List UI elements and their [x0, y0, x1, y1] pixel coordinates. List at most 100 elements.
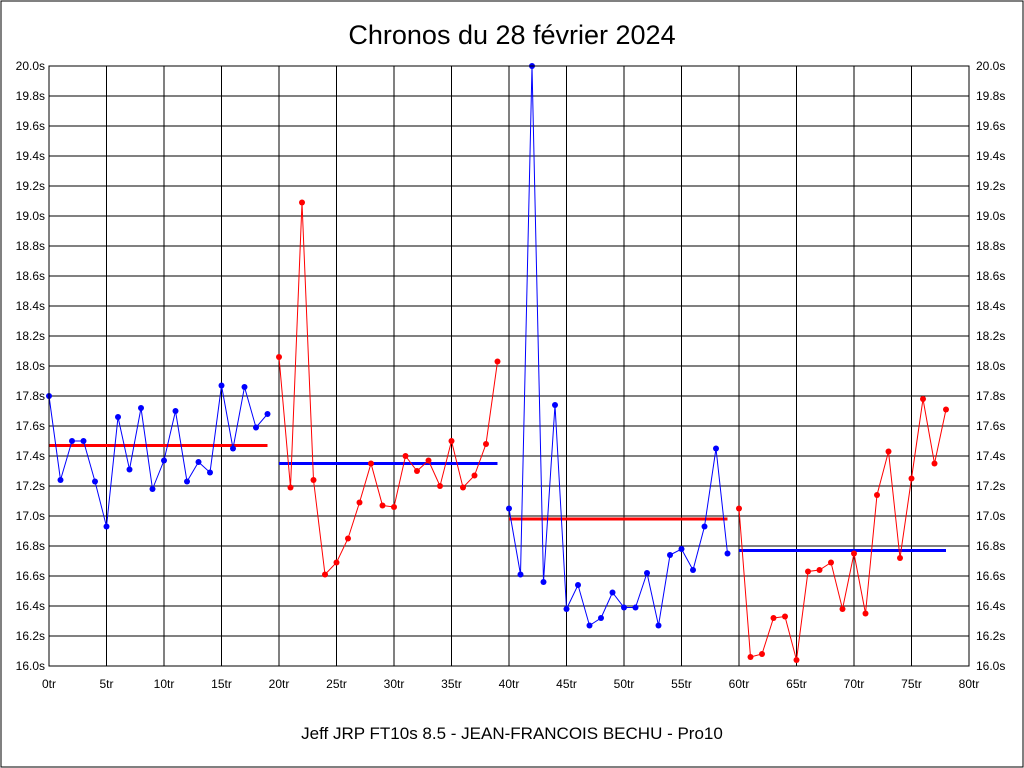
y-tick-label-right: 19.0s [976, 209, 1005, 223]
plot-frame [48, 65, 970, 667]
data-point [655, 622, 662, 629]
y-tick-label-right: 17.4s [976, 449, 1005, 463]
data-point [621, 604, 627, 611]
data-point [253, 424, 259, 431]
y-tick-label-right: 17.2s [976, 479, 1005, 493]
series [46, 63, 949, 663]
x-tick-label: 20tr [269, 677, 290, 691]
chart-subtitle: Jeff JRP FT10s 8.5 - JEAN-FRANCOIS BECHU… [301, 724, 723, 743]
y-tick-label-right: 18.2s [976, 329, 1005, 343]
y-tick-label-left: 18.4s [16, 299, 45, 313]
y-tick-label-right: 17.6s [976, 419, 1005, 433]
y-tick-label-left: 19.0s [16, 209, 45, 223]
y-tick-label-right: 19.8s [976, 89, 1005, 103]
data-point [920, 396, 926, 402]
data-point [897, 555, 903, 561]
data-point [759, 651, 765, 657]
data-point [138, 405, 144, 411]
x-tick-label: 5tr [99, 677, 113, 691]
data-point [805, 568, 811, 575]
y-tick-label-right: 16.8s [976, 539, 1005, 553]
x-tick-label: 65tr [786, 677, 807, 691]
y-tick-label-left: 16.0s [16, 659, 45, 673]
data-point [540, 579, 547, 585]
data-point [287, 484, 294, 491]
data-point [506, 505, 512, 512]
data-point [218, 382, 225, 389]
data-point [494, 358, 501, 365]
data-point [460, 484, 466, 491]
data-point [701, 523, 708, 530]
y-tick-label-right: 17.0s [976, 509, 1005, 523]
data-point [471, 472, 478, 479]
y-tick-label-left: 16.4s [16, 599, 45, 613]
y-tick-label-left: 18.0s [16, 359, 45, 373]
grid [48, 65, 970, 667]
data-point [828, 559, 834, 566]
data-point [276, 354, 282, 360]
y-tick-label-left: 17.0s [16, 509, 45, 523]
x-tick-label: 75tr [901, 677, 922, 691]
data-point [747, 654, 754, 660]
data-point [552, 402, 558, 408]
data-point [448, 438, 455, 444]
data-point [724, 550, 731, 557]
series-line [278, 202, 498, 576]
data-point [379, 502, 386, 509]
y-tick-label-left: 19.4s [16, 149, 45, 163]
x-tick-label: 25tr [326, 677, 347, 691]
y-tick-label-right: 19.4s [976, 149, 1005, 163]
tick-labels: 16.0s 16.0s 16.2s 16.2s 16.4s 16.4s 16.6s 16.6s… [16, 59, 1006, 691]
data-point [103, 523, 110, 530]
data-point [667, 552, 673, 558]
x-tick-label: 45tr [556, 677, 577, 691]
y-tick-label-right: 16.6s [976, 569, 1005, 583]
data-point [184, 478, 190, 485]
data-point [207, 469, 213, 476]
series-line [508, 65, 728, 627]
y-tick-label-right: 16.0s [976, 659, 1005, 673]
data-point [517, 571, 524, 578]
data-point [931, 460, 938, 467]
data-point [149, 486, 156, 492]
y-tick-label-right: 18.8s [976, 239, 1005, 253]
data-point [69, 438, 75, 444]
data-point [414, 468, 420, 474]
data-point [713, 445, 719, 452]
data-point [368, 460, 374, 467]
data-point [241, 384, 248, 390]
data-point [816, 567, 823, 573]
data-point [839, 606, 846, 612]
data-point [264, 411, 271, 417]
y-tick-label-left: 17.6s [16, 419, 45, 433]
data-point [299, 199, 305, 206]
data-point [161, 457, 167, 464]
data-point [874, 492, 880, 498]
y-tick-label-left: 18.6s [16, 269, 45, 283]
x-tick-label: 10tr [154, 677, 175, 691]
data-point [425, 457, 432, 464]
x-tick-label: 40tr [499, 677, 520, 691]
data-point [356, 499, 363, 506]
x-tick-label: 30tr [384, 677, 405, 691]
data-point [230, 445, 236, 452]
x-tick-label: 35tr [441, 677, 462, 691]
data-point [172, 408, 179, 414]
y-tick-label-right: 18.6s [976, 269, 1005, 283]
y-tick-label-right: 18.0s [976, 359, 1005, 373]
data-point [92, 478, 98, 485]
y-tick-label-left: 17.8s [16, 389, 45, 403]
y-tick-label-right: 20.0s [976, 59, 1005, 73]
data-point [609, 589, 616, 596]
data-point [563, 606, 570, 612]
y-tick-label-left: 18.2s [16, 329, 45, 343]
data-point [115, 414, 121, 420]
average-lines [49, 444, 946, 552]
x-tick-label: 50tr [614, 677, 635, 691]
x-tick-label: 55tr [671, 677, 692, 691]
data-point [333, 559, 340, 566]
data-point [126, 466, 133, 473]
